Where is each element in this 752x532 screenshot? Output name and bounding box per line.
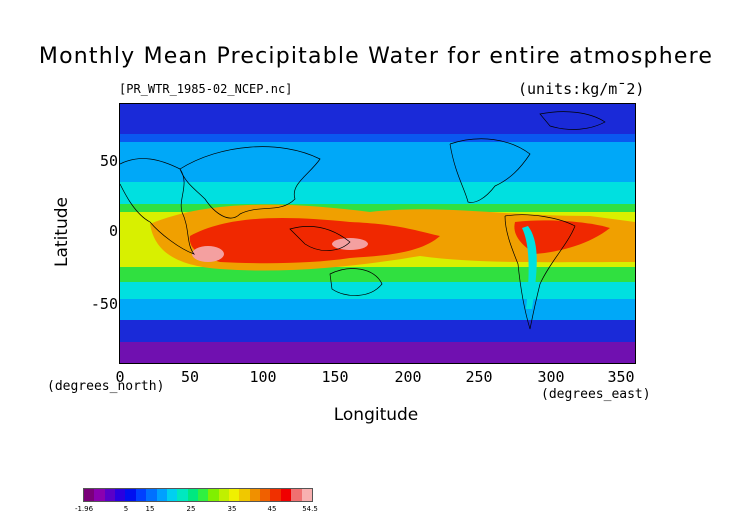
red-belt-amazon [514, 220, 610, 254]
y-axis-units: (degrees_north) [47, 379, 165, 394]
y-axis-label: Latitude [52, 197, 72, 267]
colorbar-swatch [301, 489, 312, 501]
colorbar-swatch [115, 489, 126, 501]
x-tick-label: 300 [537, 368, 565, 386]
colorbar-tick-label: 45 [267, 505, 277, 513]
pink-core-pacific [332, 238, 368, 250]
coast-greenland [539, 111, 606, 130]
colorbar-swatch [280, 489, 292, 501]
colorbar-swatch [156, 489, 167, 501]
x-tick-label: 350 [607, 368, 635, 386]
map-title: Monthly Mean Precipitable Water for enti… [38, 44, 714, 69]
file-name-label: [PR_WTR_1985-02_NCEP.nc] [119, 82, 293, 96]
band-arctic [120, 104, 635, 134]
x-axis-units: (degrees_east) [541, 387, 651, 402]
x-tick-label: 150 [321, 368, 349, 386]
colorbar-swatch [260, 489, 271, 501]
colorbar-tick-label: 25 [186, 505, 196, 513]
colorbar-tick-label: 15 [145, 505, 155, 513]
colorbar-tick-label: 54.5 [302, 505, 318, 513]
x-tick-label: 250 [465, 368, 493, 386]
colorbar [83, 488, 313, 502]
band-southern-ocean [120, 320, 635, 342]
colorbar-swatch [166, 489, 178, 501]
colorbar-tick-label: 35 [227, 505, 237, 513]
y-tick-label: 50 [99, 152, 118, 170]
coastlines [120, 111, 606, 330]
colorbar-tick-label: 5 [123, 505, 129, 513]
band-antarctica [120, 342, 635, 363]
colorbar-swatch [187, 489, 198, 501]
coast-south-america [504, 214, 576, 330]
map-field [120, 104, 635, 363]
colorbar-swatch [146, 489, 157, 501]
coast-maritime-continent [289, 226, 351, 251]
precipitable-water-map [119, 103, 636, 364]
pink-core-indian-ocean [192, 246, 224, 262]
coast-australia [329, 268, 383, 296]
y-tick-label: 0 [108, 222, 118, 240]
coast-asia [179, 146, 321, 219]
colorbar-swatch [229, 489, 240, 501]
colorbar-swatch [104, 489, 116, 501]
red-belt-indo-pacific [189, 217, 440, 264]
x-tick-label: 0 [115, 368, 125, 386]
colorbar-swatch [84, 489, 95, 501]
colorbar-swatch [135, 489, 147, 501]
colorbar-swatch [218, 489, 230, 501]
colorbar-swatch [177, 489, 188, 501]
x-axis-label: Longitude [333, 405, 419, 425]
coast-africa-europe [120, 158, 196, 255]
colorbar-tick-label: -1.96 [74, 505, 94, 513]
x-tick-label: 50 [180, 368, 200, 386]
coast-north-america [449, 138, 531, 203]
y-tick-label: -50 [90, 295, 118, 313]
colorbar-swatch [239, 489, 250, 501]
band-south-mid [120, 299, 635, 321]
x-tick-label: 100 [249, 368, 277, 386]
x-tick-label: 200 [394, 368, 422, 386]
colorbar-swatch [249, 489, 261, 501]
units-label: (units:kg/m¯2) [518, 80, 645, 98]
colorbar-swatch [291, 489, 302, 501]
colorbar-swatch [270, 489, 281, 501]
colorbar-swatch [94, 489, 105, 501]
colorbar-swatch [208, 489, 219, 501]
andes-dry-streak [522, 226, 537, 309]
colorbar-swatch [125, 489, 136, 501]
colorbar-swatch [197, 489, 209, 501]
